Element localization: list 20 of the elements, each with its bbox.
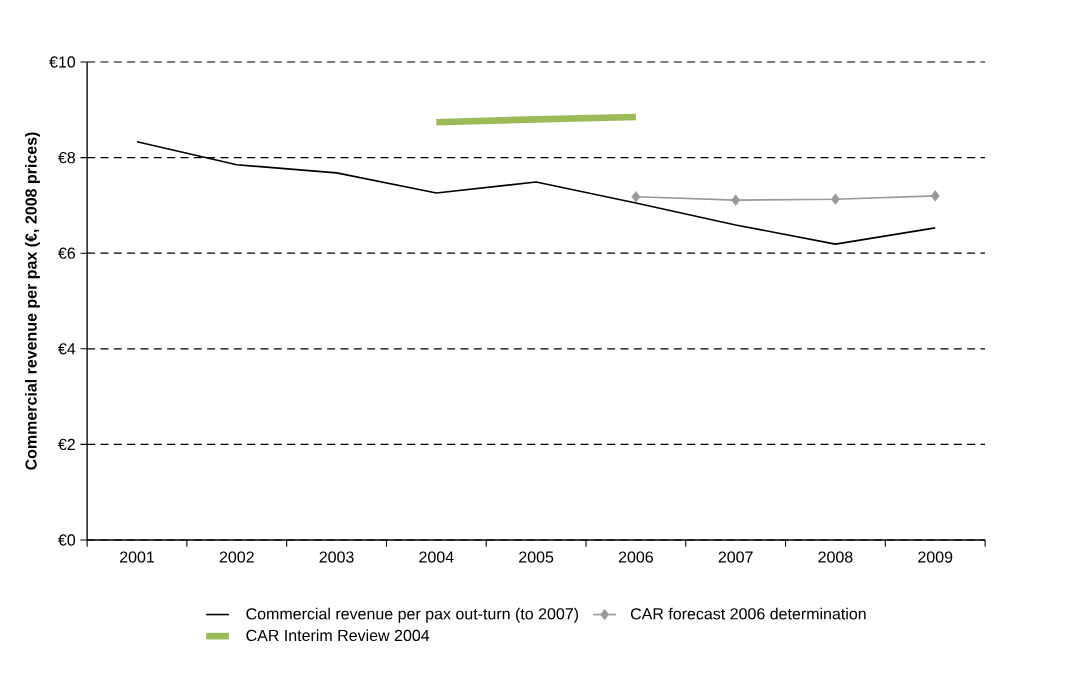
legend-label: Commercial revenue per pax out-turn (to 2007) — [246, 607, 579, 623]
x-tick-label: 2002 — [219, 551, 254, 563]
x-tick-label: 2004 — [419, 551, 454, 563]
x-tick-label: 2009 — [918, 551, 953, 563]
legend-label: CAR forecast 2006 determination — [630, 607, 866, 620]
x-tick-label: 2003 — [319, 551, 354, 563]
y-tick-label: €4 — [58, 343, 76, 355]
legend-label: CAR Interim Review 2004 — [246, 629, 430, 642]
y-tick-label: €2 — [58, 438, 75, 451]
y-tick-label: €6 — [58, 247, 76, 259]
y-tick-label: €0 — [58, 534, 76, 546]
y-axis-title: Commercial revenue per pax (€, 2008 prices) — [24, 132, 40, 470]
line-series — [136, 141, 937, 245]
y-tick-label: €8 — [58, 151, 76, 164]
x-tick-label: 2008 — [818, 551, 853, 563]
x-tick-label: 2007 — [718, 551, 753, 563]
y-tick-label: €10 — [49, 56, 76, 68]
x-tick-label: 2001 — [120, 551, 155, 563]
x-tick-label: 2006 — [618, 551, 653, 563]
x-tick-label: 2005 — [519, 551, 554, 563]
